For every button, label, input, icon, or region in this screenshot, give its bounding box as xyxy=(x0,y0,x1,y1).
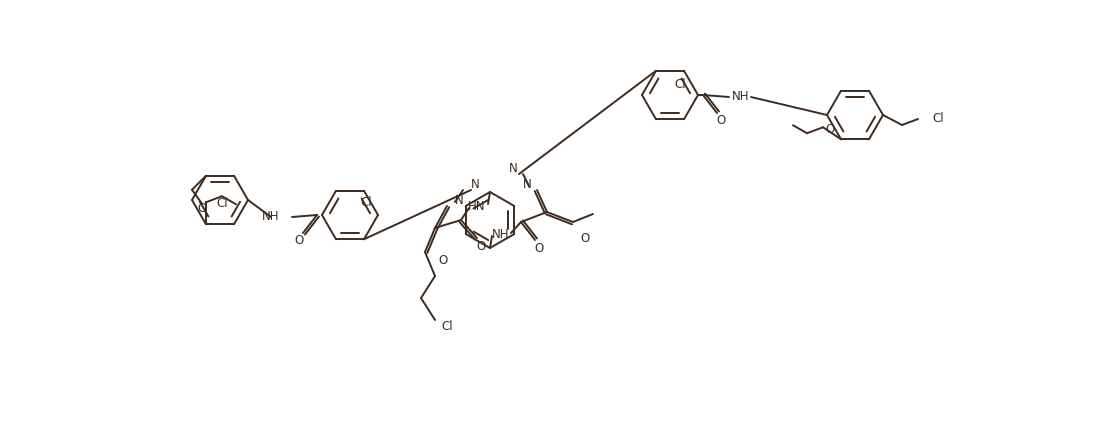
Text: O: O xyxy=(534,242,544,254)
Text: O: O xyxy=(294,234,304,248)
Text: Cl: Cl xyxy=(360,196,372,209)
Text: O: O xyxy=(439,253,448,267)
Text: NH: NH xyxy=(493,227,510,241)
Text: O: O xyxy=(716,115,725,127)
Text: N: N xyxy=(471,178,479,190)
Text: Cl: Cl xyxy=(932,112,943,126)
Text: NH: NH xyxy=(261,210,279,224)
Text: NH: NH xyxy=(733,90,749,104)
Text: O: O xyxy=(197,202,206,215)
Text: Cl: Cl xyxy=(216,197,227,210)
Text: N: N xyxy=(455,193,464,207)
Text: N: N xyxy=(523,178,532,190)
Text: Cl: Cl xyxy=(675,78,686,91)
Text: N: N xyxy=(509,161,518,175)
Text: O: O xyxy=(825,123,835,136)
Text: Cl: Cl xyxy=(441,320,453,333)
Text: O: O xyxy=(476,239,486,253)
Text: O: O xyxy=(580,231,589,245)
Text: HN: HN xyxy=(468,199,486,213)
